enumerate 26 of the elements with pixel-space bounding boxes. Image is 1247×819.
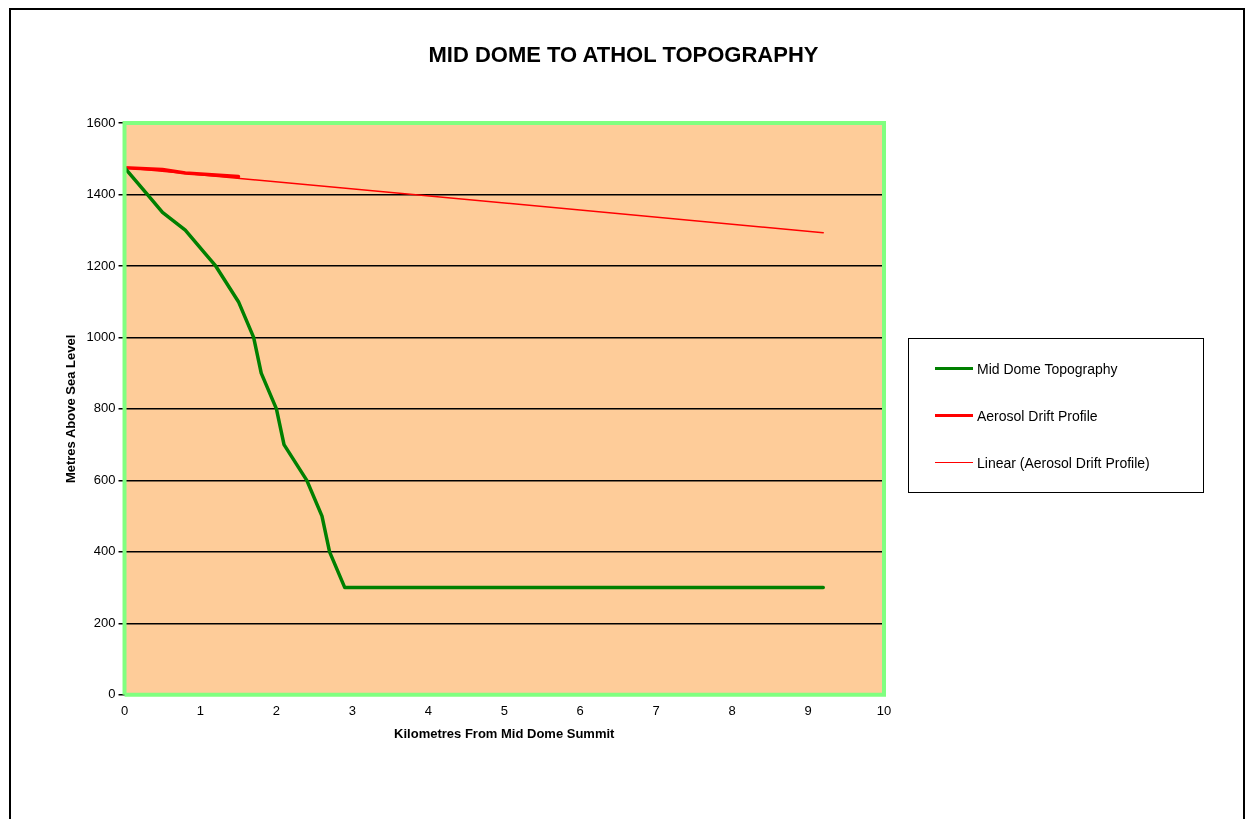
x-tick-label: 6 [576,703,584,719]
y-tick-label: 1200 [86,257,116,273]
chart-title: MID DOME TO ATHOL TOPOGRAPHY [427,42,820,68]
y-tick-label: 1000 [86,329,116,344]
y-tick-label: 0 [108,686,116,702]
legend-label: Mid Dome Topography [977,360,1118,377]
y-tick-label: 1400 [86,186,116,202]
legend-label: Aerosol Drift Profile [977,407,1098,424]
x-axis-title: Kilometres From Mid Dome Summit [394,725,616,741]
x-tick-label: 10 [876,703,892,719]
legend-label: Linear (Aerosol Drift Profile) [977,454,1150,471]
y-tick-label: 800 [93,400,116,416]
x-tick-label: 4 [424,703,432,719]
x-tick-label: 3 [348,703,356,719]
x-tick-label: 8 [728,703,736,719]
x-tick-label: 7 [652,703,660,719]
y-tick-label: 1600 [86,114,116,130]
x-tick-label: 1 [196,703,205,719]
y-axis-title: Metres Above Sea Level [63,334,79,484]
x-tick-label: 2 [272,703,281,719]
y-tick-label: 600 [93,471,116,487]
x-tick-label: 9 [804,703,812,719]
x-tick-label: 0 [120,703,129,719]
y-tick-label: 200 [93,614,116,630]
x-tick-label: 5 [500,703,508,719]
y-tick-label: 400 [93,543,116,559]
